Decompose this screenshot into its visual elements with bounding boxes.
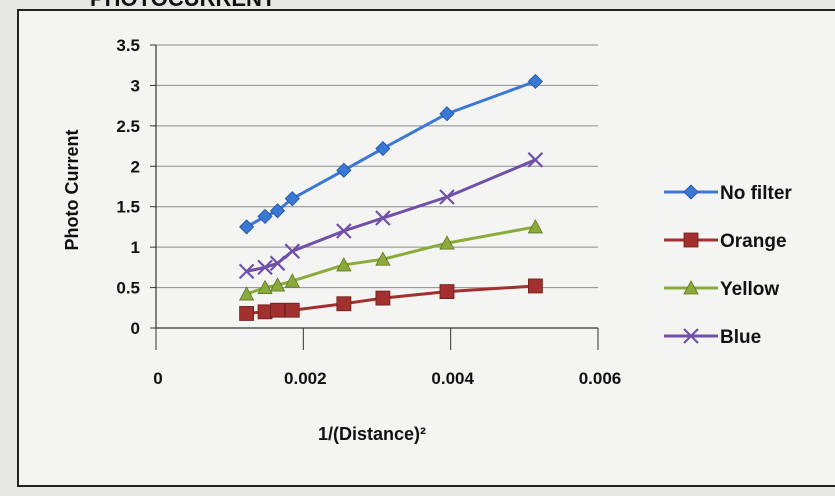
point-blue-1-stroke-b bbox=[257, 259, 273, 276]
point-blue-4 bbox=[336, 223, 352, 239]
y-tick-label-3: 1.5 bbox=[116, 198, 140, 217]
point-orange-7 bbox=[527, 278, 543, 294]
series-no-filter bbox=[239, 73, 543, 235]
point-no-filter-4 bbox=[336, 162, 352, 178]
y-tick-label-1: 0.5 bbox=[116, 279, 140, 298]
point-yellow-5 bbox=[375, 251, 391, 266]
point-blue-3 bbox=[284, 243, 301, 259]
point-orange-4 bbox=[336, 296, 352, 312]
point-blue-2-stroke-b bbox=[269, 255, 286, 272]
series-layer bbox=[238, 73, 544, 321]
axes bbox=[150, 44, 599, 350]
legend-marker-blue bbox=[683, 328, 699, 344]
y-tick-label-2: 1 bbox=[131, 238, 140, 257]
point-yellow-0 bbox=[238, 286, 255, 301]
series-blue bbox=[238, 152, 544, 280]
x-tick-label-2: 0.004 bbox=[431, 369, 474, 388]
point-orange-6 bbox=[439, 284, 455, 300]
point-blue-7 bbox=[527, 152, 544, 168]
legend-entry-no-filter: No filter bbox=[664, 183, 792, 204]
series-orange bbox=[239, 278, 543, 321]
point-blue-4-stroke-b bbox=[336, 223, 352, 239]
legend-label-orange: Orange bbox=[720, 231, 787, 252]
point-blue-0-stroke-b bbox=[238, 263, 255, 280]
y-tick-label-4: 2 bbox=[131, 157, 140, 176]
point-no-filter-5 bbox=[375, 140, 391, 157]
x-tick-label-3: 0.006 bbox=[579, 369, 622, 388]
point-no-filter-3 bbox=[284, 191, 300, 207]
point-blue-3-stroke-b bbox=[284, 243, 301, 259]
x-tick-label-0: 0 bbox=[153, 369, 162, 388]
point-no-filter-2 bbox=[269, 203, 286, 219]
point-yellow-7 bbox=[527, 219, 544, 234]
point-blue-0 bbox=[238, 263, 255, 280]
point-orange-2 bbox=[270, 302, 285, 318]
point-orange-0 bbox=[239, 306, 255, 321]
x-axis-title: 1/(Distance)² bbox=[318, 424, 426, 444]
point-orange-3 bbox=[284, 302, 300, 318]
point-blue-6-stroke-b bbox=[439, 189, 455, 205]
y-tick-label-7: 3.5 bbox=[116, 36, 140, 55]
legend-marker-no-filter bbox=[683, 184, 699, 200]
x-tick-label-1: 0.002 bbox=[284, 369, 327, 388]
point-blue-6 bbox=[439, 189, 455, 205]
series-yellow bbox=[238, 219, 544, 301]
legend-label-blue: Blue bbox=[720, 327, 761, 348]
point-no-filter-7 bbox=[527, 73, 543, 89]
point-no-filter-0 bbox=[239, 219, 255, 235]
point-yellow-1 bbox=[257, 279, 273, 294]
point-no-filter-6 bbox=[439, 106, 455, 122]
legend-entry-orange: Orange bbox=[664, 231, 787, 252]
point-blue-5 bbox=[375, 210, 391, 226]
point-yellow-2 bbox=[269, 277, 286, 292]
point-yellow-6 bbox=[439, 235, 455, 250]
legend: No filter Orange Yellow Blue bbox=[664, 183, 792, 348]
point-yellow-4 bbox=[336, 257, 352, 272]
page-heading: PHOTOCURRENT bbox=[90, 0, 276, 11]
point-orange-1 bbox=[257, 304, 273, 320]
y-tick-label-0: 0 bbox=[131, 319, 140, 338]
point-blue-1 bbox=[257, 259, 273, 276]
legend-entry-blue: Blue bbox=[664, 327, 761, 348]
legend-label-yellow: Yellow bbox=[720, 279, 779, 300]
legend-entry-yellow: Yellow bbox=[664, 279, 779, 300]
point-yellow-3 bbox=[284, 273, 300, 288]
legend-marker-yellow bbox=[683, 280, 699, 295]
point-blue-7-stroke-b bbox=[527, 152, 544, 168]
point-blue-5-stroke-b bbox=[375, 210, 391, 226]
legend-marker-orange bbox=[683, 232, 699, 248]
y-tick-labels: 0 0.5 1 1.5 2 2.5 3 3.5 bbox=[116, 36, 140, 338]
point-orange-5 bbox=[375, 290, 391, 306]
point-no-filter-1 bbox=[257, 208, 273, 224]
point-blue-2 bbox=[269, 255, 286, 272]
y-axis-title: Photo Current bbox=[62, 130, 82, 251]
y-tick-label-5: 2.5 bbox=[116, 117, 140, 136]
legend-label-no-filter: No filter bbox=[720, 183, 792, 204]
legend-marker-blue-stroke-b bbox=[683, 328, 699, 344]
x-tick-labels: 0 0.002 0.004 0.006 bbox=[153, 369, 621, 388]
y-tick-label-6: 3 bbox=[131, 76, 140, 95]
